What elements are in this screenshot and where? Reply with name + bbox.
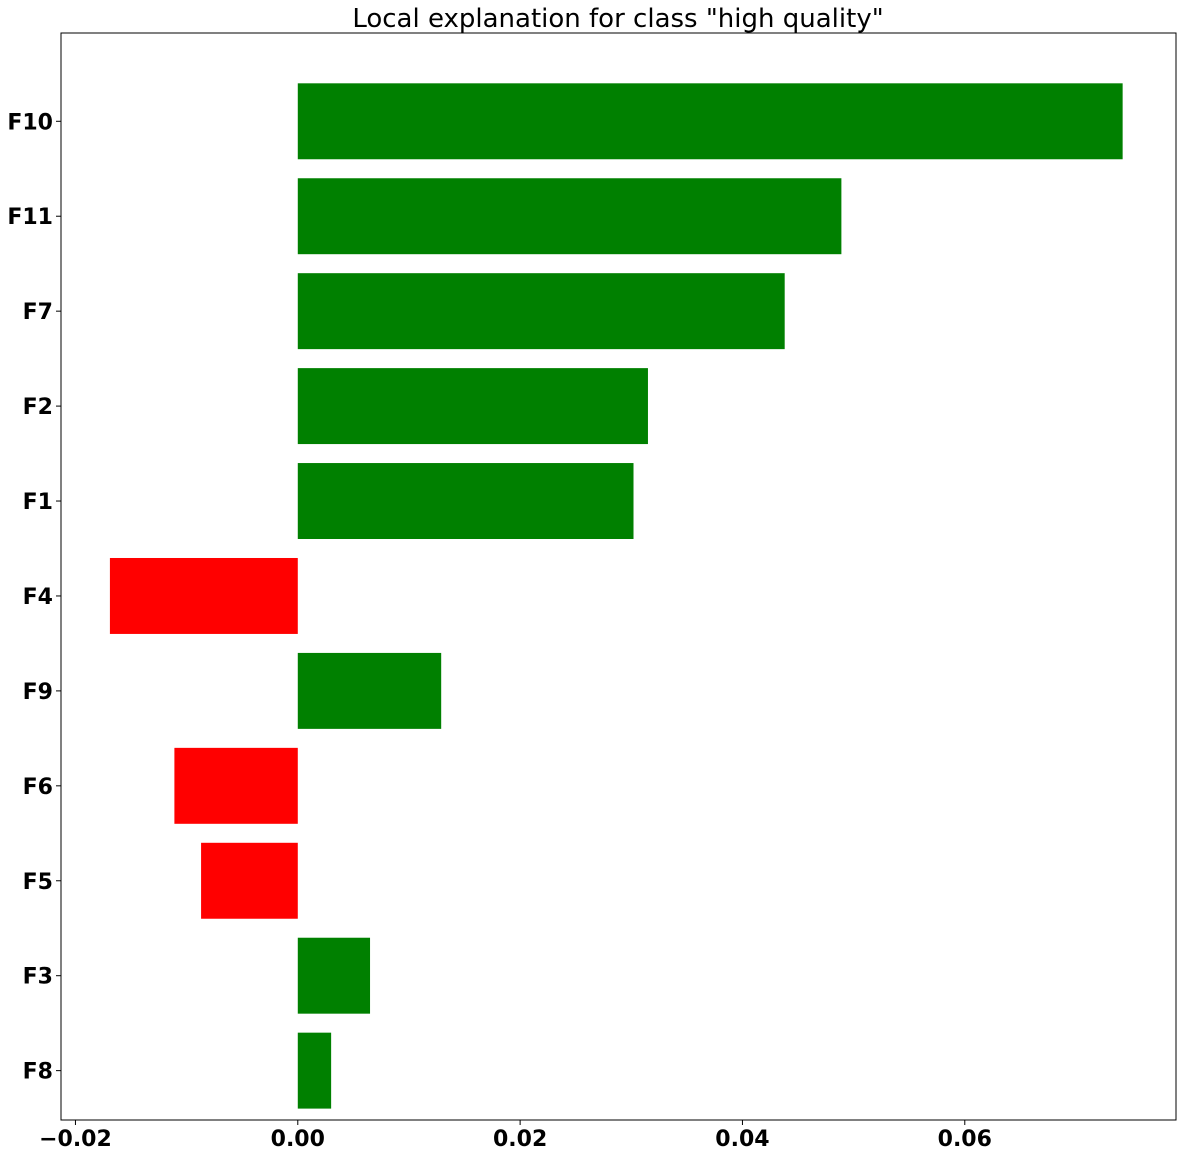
y-tick-label: F4 [23,585,53,610]
bars-group [109,83,1123,1109]
y-tick-label: F2 [23,395,53,420]
bar-f7 [297,273,785,350]
y-tick-label: F9 [23,680,53,705]
y-tick-label: F5 [23,870,53,895]
bar-f9 [297,652,442,729]
x-tick-label: −0.02 [39,1127,112,1152]
y-tick-label: F7 [23,300,53,325]
bar-f5 [201,842,298,919]
x-tick-label: 0.00 [271,1127,325,1152]
y-axis: F10 F11 F7 F2 F1 F4 F9 F6 F5 F3 F8 [7,110,61,1085]
bar-f10 [297,83,1123,160]
bar-f6 [174,747,298,824]
bar-f11 [297,178,842,255]
y-tick-label: F3 [23,965,53,990]
x-axis: −0.02 0.00 0.02 0.04 0.06 [39,1120,992,1152]
bar-f3 [297,937,371,1014]
x-tick-label: 0.04 [715,1127,769,1152]
y-tick-label: F6 [23,775,53,800]
plot-frame [60,32,1177,1121]
x-tick-label: 0.02 [493,1127,547,1152]
bar-f4 [109,557,298,634]
y-tick-label: F11 [7,205,53,230]
y-tick-label: F8 [23,1060,53,1085]
bar-f8 [297,1032,332,1109]
bar-f2 [297,368,648,445]
chart-title: Local explanation for class "high qualit… [352,4,883,34]
x-tick-label: 0.06 [938,1127,992,1152]
y-tick-label: F10 [7,110,53,135]
bar-f1 [297,463,634,540]
y-tick-label: F1 [23,490,53,515]
